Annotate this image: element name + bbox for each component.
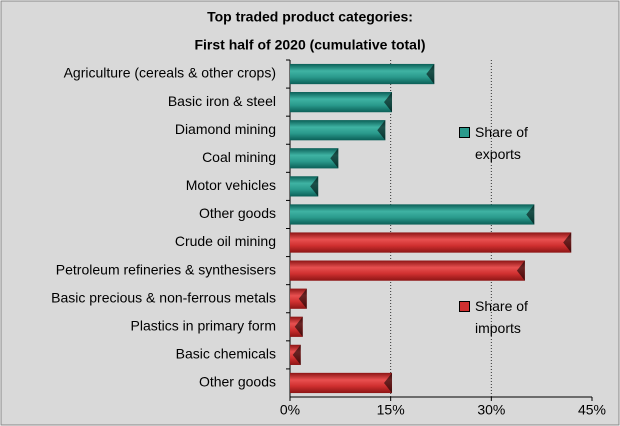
x-tick-label: 15% <box>377 402 405 418</box>
bar <box>290 92 393 113</box>
bar-end <box>294 316 303 337</box>
legend-label: Share of exports <box>475 124 528 162</box>
bar <box>290 204 535 225</box>
y-tick-label: Other goods <box>199 374 276 390</box>
bar-end <box>330 148 339 169</box>
y-tick-label: Other goods <box>199 205 276 221</box>
legend-label: Share of imports <box>475 298 528 336</box>
y-tick-label: Basic iron & steel <box>168 93 276 109</box>
bar <box>290 176 319 197</box>
y-tick-label: Basic chemicals <box>176 346 276 362</box>
bar-end <box>426 63 435 85</box>
bar-end <box>526 204 535 225</box>
y-tick-label: Crude oil mining <box>175 233 276 249</box>
bar <box>290 148 339 169</box>
bar-end <box>298 288 307 309</box>
chart-title: Top traded product categories: <box>207 9 413 25</box>
bar <box>290 372 393 394</box>
y-tick-label: Basic precious & non-ferrous metals <box>51 289 276 305</box>
x-tick-label: 30% <box>477 402 505 418</box>
x-tick-label: 0% <box>280 402 300 418</box>
bar-end <box>516 260 525 281</box>
x-tick-label: 45% <box>578 402 606 418</box>
y-tick-label: Motor vehicles <box>186 177 276 193</box>
bar-end <box>377 120 386 141</box>
legend-swatch <box>459 301 470 312</box>
bar <box>290 63 435 85</box>
y-tick-label: Petroleum refineries & synthesisers <box>56 261 276 277</box>
chart-subtitle: First half of 2020 (cumulative total) <box>194 37 425 53</box>
y-tick-label: Diamond mining <box>175 121 276 137</box>
bar <box>290 288 307 309</box>
bar <box>290 232 572 253</box>
bar-end <box>384 372 393 394</box>
bar <box>290 260 525 281</box>
y-tick-label: Coal mining <box>202 149 276 165</box>
bar-end <box>563 232 572 253</box>
y-tick-label: Plastics in primary form <box>131 317 276 333</box>
legend-swatch <box>459 127 470 138</box>
bar-end <box>310 176 319 197</box>
y-tick-label: Agriculture (cereals & other crops) <box>64 65 276 81</box>
bar-end <box>384 92 393 113</box>
bar-end <box>292 344 301 365</box>
bar <box>290 120 386 141</box>
